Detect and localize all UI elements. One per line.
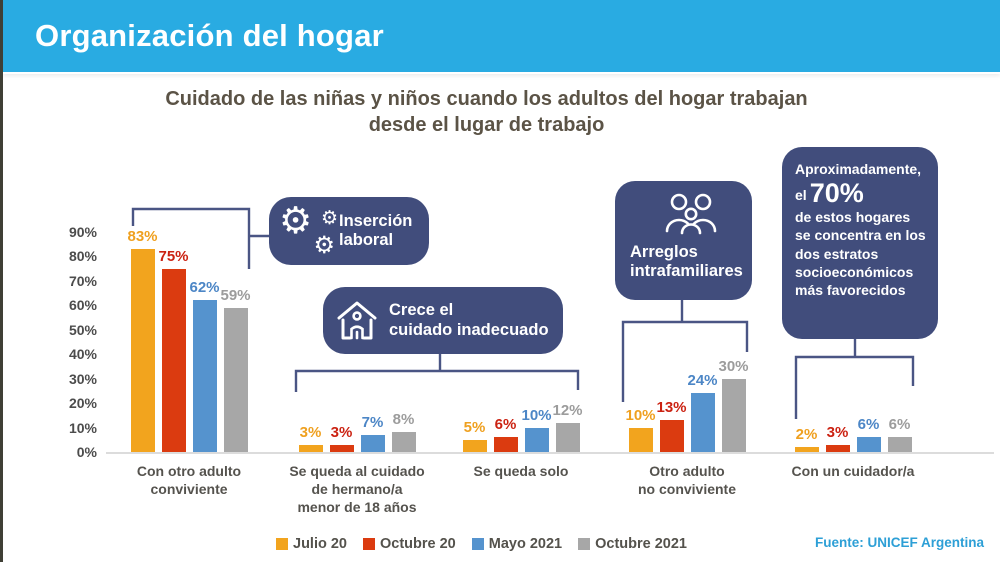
legend-label: Octubre 2021 [595, 536, 687, 552]
category-label: Con un cuidador/a [791, 463, 915, 479]
callout-arreglos-label: Arreglos intrafamiliares [630, 243, 743, 281]
y-axis-tick: 10% [68, 419, 97, 436]
legend-swatch [471, 538, 484, 550]
bar [223, 308, 248, 452]
callout-insercion-label: Inserción laboral [339, 211, 413, 249]
callout-aproximadamente: Aproximadamente, el 70% de estos hogares … [782, 147, 938, 339]
bar [524, 428, 549, 452]
legend-label: Julio 20 [293, 536, 347, 552]
bar [493, 437, 518, 452]
bar [794, 447, 819, 452]
gears-icon: ⚙ ⚙ ⚙ [279, 199, 338, 259]
callout-crece-cuidado: Crece el cuidado inadecuado [323, 287, 563, 354]
bar-value-label: 6% [888, 416, 911, 433]
bar [298, 445, 323, 452]
house-care-icon [337, 301, 377, 339]
x-axis-line [106, 452, 994, 454]
legend-item: Octubre 2021 [578, 536, 687, 552]
y-axis-tick: 70% [68, 272, 97, 289]
bar [192, 300, 217, 452]
bar-value-label: 62% [189, 279, 220, 296]
legend-item: Octubre 20 [363, 536, 456, 552]
legend-label: Mayo 2021 [488, 536, 563, 552]
callout-arreglos: Arreglos intrafamiliares [615, 181, 752, 300]
bar [628, 428, 653, 452]
y-axis-tick: 40% [68, 346, 97, 363]
bar-value-label: 2% [795, 426, 818, 443]
bar-value-label: 24% [687, 372, 718, 389]
y-axis-tick: 0% [76, 444, 97, 460]
bar [360, 435, 385, 452]
category-label: Se queda al cuidado de hermano/a menor de … [289, 463, 425, 516]
bar-value-label: 30% [718, 358, 749, 375]
bar-value-label: 3% [330, 424, 353, 441]
y-axis-tick: 90% [68, 224, 97, 241]
bar-value-label: 8% [392, 411, 415, 428]
bar-value-label: 7% [361, 414, 384, 431]
bar-value-label: 6% [494, 416, 517, 433]
bar-value-label: 10% [625, 407, 656, 424]
bracket-aprox [794, 338, 915, 419]
bar-value-label: 12% [552, 402, 583, 419]
aprox-highlight: el 70% [795, 178, 864, 209]
legend-swatch [276, 538, 288, 550]
bar [161, 269, 186, 452]
bar [555, 423, 580, 452]
bracket-crece [294, 354, 580, 392]
bar-value-label: 3% [826, 424, 849, 441]
aprox-70pct: 70% [809, 178, 864, 209]
y-axis-tick: 50% [68, 321, 97, 338]
y-axis-tick: 30% [68, 370, 97, 387]
category-label: Otro adulto no conviviente [637, 463, 737, 498]
legend-swatch [578, 538, 591, 550]
y-axis-tick: 60% [68, 297, 97, 314]
y-axis-tick: 80% [68, 248, 97, 265]
bar [856, 437, 881, 452]
header-bar: Organización del hogar [3, 0, 1000, 72]
bar-value-label: 6% [857, 416, 880, 433]
bar-value-label: 3% [299, 424, 322, 441]
legend-item: Mayo 2021 [471, 536, 563, 552]
bar [659, 420, 684, 452]
bar-value-label: 5% [463, 419, 486, 436]
callout-insercion-laboral: ⚙ ⚙ ⚙ Inserción laboral [269, 197, 429, 265]
bar-value-label: 10% [521, 407, 552, 424]
page-title: Organización del hogar [35, 18, 384, 53]
bar-value-label: 83% [127, 228, 158, 245]
bar [391, 432, 416, 452]
aprox-rest: de estos hogares se concentra en los dos… [795, 209, 926, 298]
bar [130, 249, 155, 452]
callout-crece-label: Crece el cuidado inadecuado [389, 301, 549, 339]
bar [329, 445, 354, 452]
family-icon [665, 193, 717, 235]
legend-item: Julio 20 [276, 536, 347, 552]
source-note: Fuente: UNICEF Argentina [814, 535, 984, 550]
bar-value-label: 13% [656, 399, 687, 416]
chart-title: Cuidado de las niñas y niños cuando los … [165, 88, 808, 136]
chart-legend: Julio 20 Octubre 20 Mayo 2021 Octubre 2021 [3, 536, 960, 552]
y-axis-tick: 20% [68, 395, 97, 412]
aprox-line1: Aproximadamente, [795, 161, 922, 177]
bar-value-label: 75% [158, 248, 189, 265]
bar [721, 379, 746, 452]
bar-value-label: 59% [220, 287, 251, 304]
category-label: Con otro adulto conviviente [136, 463, 242, 498]
bar [690, 393, 715, 452]
bar [462, 440, 487, 452]
category-label: Se queda solo [473, 463, 569, 479]
bar [887, 437, 912, 452]
legend-swatch [363, 538, 375, 550]
legend-label: Octubre 20 [380, 536, 456, 552]
bar [825, 445, 850, 452]
